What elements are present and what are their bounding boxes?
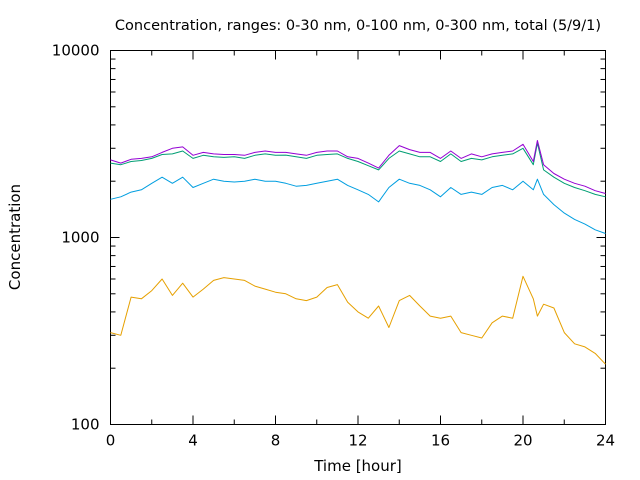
x-tick-label: 0 [106,432,116,450]
series-line-1 [110,275,606,365]
y-tick-label: 10000 [52,42,100,60]
x-tick-label: 24 [596,432,615,450]
series-line-2 [110,176,606,234]
x-tick-label: 16 [431,432,450,450]
x-tick-label: 12 [348,432,367,450]
y-tick-label: 1000 [61,229,99,247]
x-tick-label: 8 [271,432,281,450]
axis-ticks [110,50,606,425]
x-axis-label: Time [hour] [313,457,402,475]
y-tick-label: 100 [71,416,100,434]
x-tick-label: 4 [188,432,198,450]
series-lines [110,140,606,365]
x-tick-label: 20 [513,432,532,450]
series-line-3 [110,142,606,198]
series-line-4 [110,140,606,194]
plot-area [110,50,606,425]
chart-title: Concentration, ranges: 0-30 nm, 0-100 nm… [115,18,601,34]
y-axis-label: Concentration [6,184,24,290]
tick-labels: 0 4 8 12 16 20 24 100 1000 10000 [52,42,615,450]
